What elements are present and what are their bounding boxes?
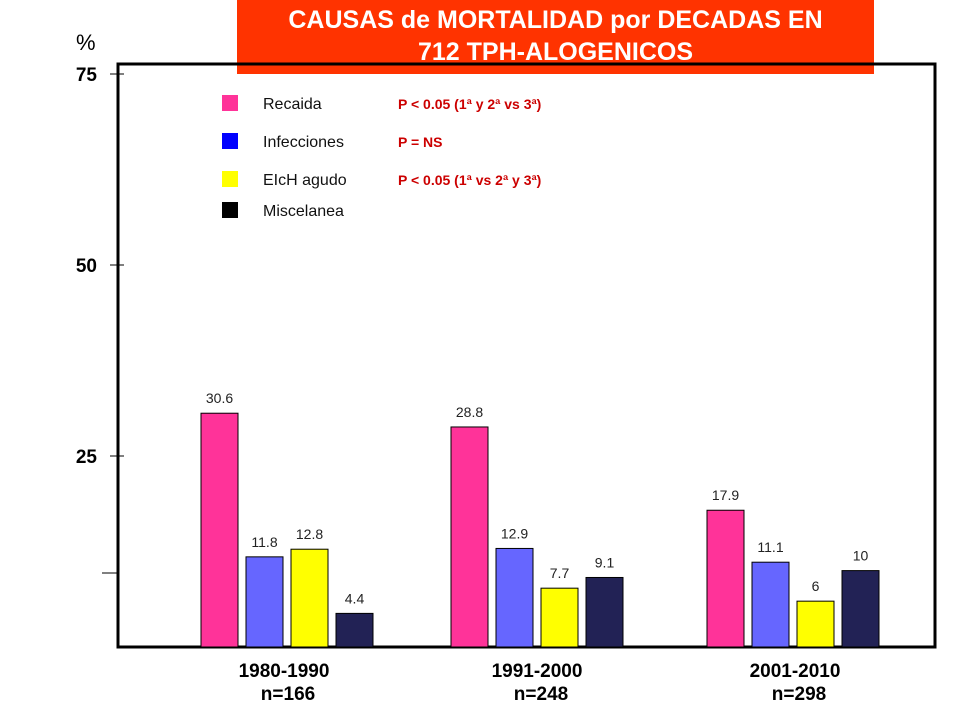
legend-swatch-2 [222,133,238,149]
chart-title-line-2: 712 TPH-ALOGENICOS [417,38,694,66]
data-label-2-1: 28.8 [456,404,483,420]
bar-2-1 [450,426,489,648]
data-label-2-2: 12.9 [501,525,528,541]
category-sublabel-2: n=248 [514,684,568,705]
legend-label-2: Infecciones [263,134,344,151]
category-sublabel-3: n=298 [772,684,826,705]
data-label-3-4: 10 [853,548,869,564]
legend-stat-1: P < 0.05 (1ª y 2ª vs 3ª) [398,96,541,112]
category-label-1: 1980-1990 [239,661,330,682]
legend-swatch-4 [222,202,238,218]
bar-3-3 [796,600,835,648]
legend-swatch-1 [222,95,238,111]
legend-label-3: EIcH agudo [263,172,347,189]
y-axis-label: % [76,30,96,55]
legend-swatch-3 [222,171,238,187]
bar-1-3 [290,548,329,648]
chart-title: CAUSAS de MORTALIDAD por DECADAS EN 712 … [237,0,874,74]
legend-stat-2: P = NS [398,134,443,150]
legend-stat-3: P < 0.05 (1ª vs 2ª y 3ª) [398,172,541,188]
bars: 30.6 11.8 12.8 4.4 28.8 12.9 7.7 9.1 17.9 11.1 6 10 [200,390,880,648]
data-label-3-3: 6 [812,578,820,594]
data-label-2-3: 7.7 [550,565,570,581]
bar-3-4 [841,570,880,648]
data-label-1-3: 12.8 [296,526,323,542]
chart-title-line-1: CAUSAS de MORTALIDAD por DECADAS EN [288,6,823,34]
data-label-3-1: 17.9 [712,487,739,503]
bar-1-4 [335,612,374,648]
legend: Recaida P < 0.05 (1ª y 2ª vs 3ª) Infeccion… [222,95,541,220]
y-tick-label-50: 50 [76,256,97,277]
bar-3-1 [706,509,745,648]
category-label-2: 1991-2000 [492,661,583,682]
data-label-3-2: 11.1 [757,539,783,555]
bar-1-2 [245,556,284,648]
data-label-1-2: 11.8 [251,534,277,550]
legend-label-4: Miscelanea [263,203,344,220]
data-label-2-4: 9.1 [595,554,615,570]
data-label-1-4: 4.4 [345,590,365,606]
category-sublabel-1: n=166 [261,684,315,705]
y-tick-label-25: 25 [76,447,98,468]
y-axis-ticks: 25 50 75 [76,65,124,574]
bar-1-1 [200,412,239,648]
bar-2-3 [540,587,579,648]
bar-2-2 [495,547,534,648]
data-label-1-1: 30.6 [206,390,233,406]
legend-label-1: Recaida [263,96,322,113]
bar-2-4 [585,576,624,648]
bar-3-2 [751,561,790,648]
category-label-3: 2001-2010 [750,661,841,682]
y-tick-label-75: 75 [76,65,98,86]
